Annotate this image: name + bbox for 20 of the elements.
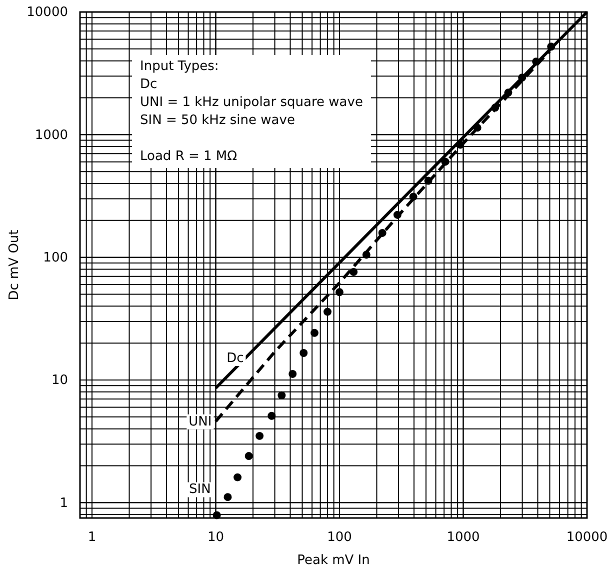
y-tick-label: 100 [43,250,68,266]
x-tick-label: 10000 [566,530,608,546]
x-tick-label: 1000 [446,530,480,546]
series-label: UNI [188,414,212,430]
x-tick-label: 1 [88,530,96,546]
x-axis-title: Peak mV In [297,553,370,568]
y-tick-label: 10000 [26,5,68,20]
y-axis-title: Dc mV Out [7,230,22,300]
y-tick-label: 10 [51,373,68,388]
annotation: Load R = 1 MΩ [140,149,238,164]
annotation: Dc [140,77,158,92]
annotation: SIN = 50 kHz sine wave [140,113,295,128]
y-tick-label: 1 [60,496,68,511]
annotation: UNI = 1 kHz unipolar square wave [140,95,363,110]
y-tick-label: 1000 [34,128,68,143]
annotation: Input Types: [140,59,219,74]
series-label: SIN [188,482,211,498]
x-tick-label: 10 [207,530,224,546]
x-tick-label: 100 [327,530,352,546]
series-label: Dc [226,351,244,366]
